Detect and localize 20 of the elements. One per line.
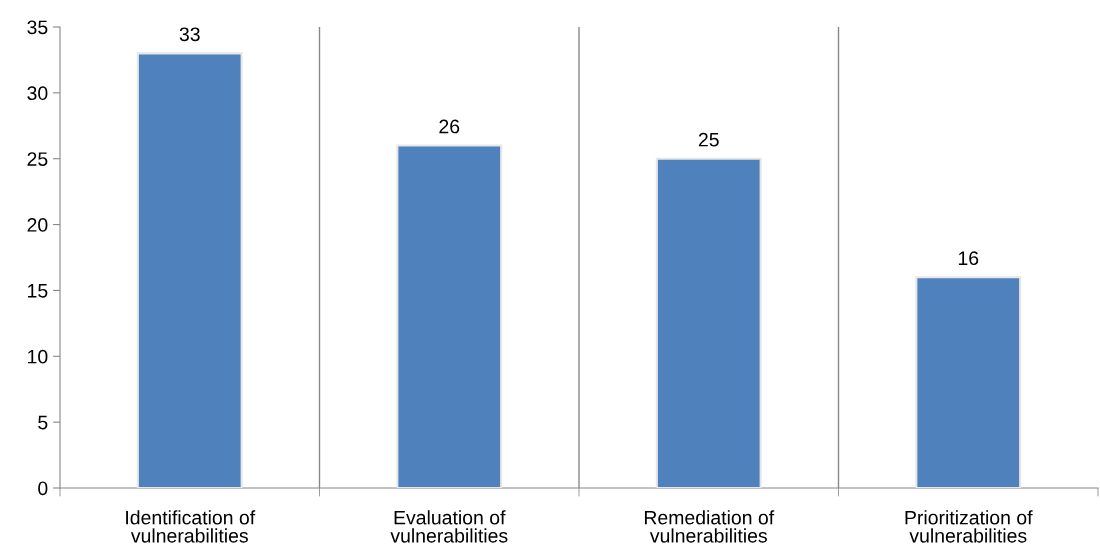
- bar: [136, 52, 243, 488]
- x-tick-label: Remediation of vulnerabilities: [644, 510, 775, 543]
- y-tick-label: 35: [27, 20, 48, 35]
- data-label: 26: [439, 119, 460, 134]
- y-tick-label: 25: [27, 152, 48, 166]
- x-tick-label: Prioritization of vulnerabilities: [905, 510, 1033, 543]
- data-label: 33: [179, 27, 200, 42]
- y-tick-label: 30: [27, 86, 48, 101]
- y-tick-label: 20: [27, 218, 48, 232]
- y-tick-label: 10: [28, 349, 48, 364]
- bar: [655, 157, 762, 488]
- x-tick-label: Evaluation of vulnerabilities: [390, 510, 508, 543]
- data-label: 16: [958, 251, 979, 266]
- y-tick-label: 5: [38, 415, 48, 430]
- x-tick-label: Identification of vulnerabilities: [126, 510, 256, 543]
- bar: [396, 144, 503, 488]
- data-label: 25: [698, 132, 719, 147]
- y-tick-label: 0: [38, 481, 48, 496]
- bar: [915, 276, 1022, 488]
- y-tick-label: 15: [28, 284, 48, 298]
